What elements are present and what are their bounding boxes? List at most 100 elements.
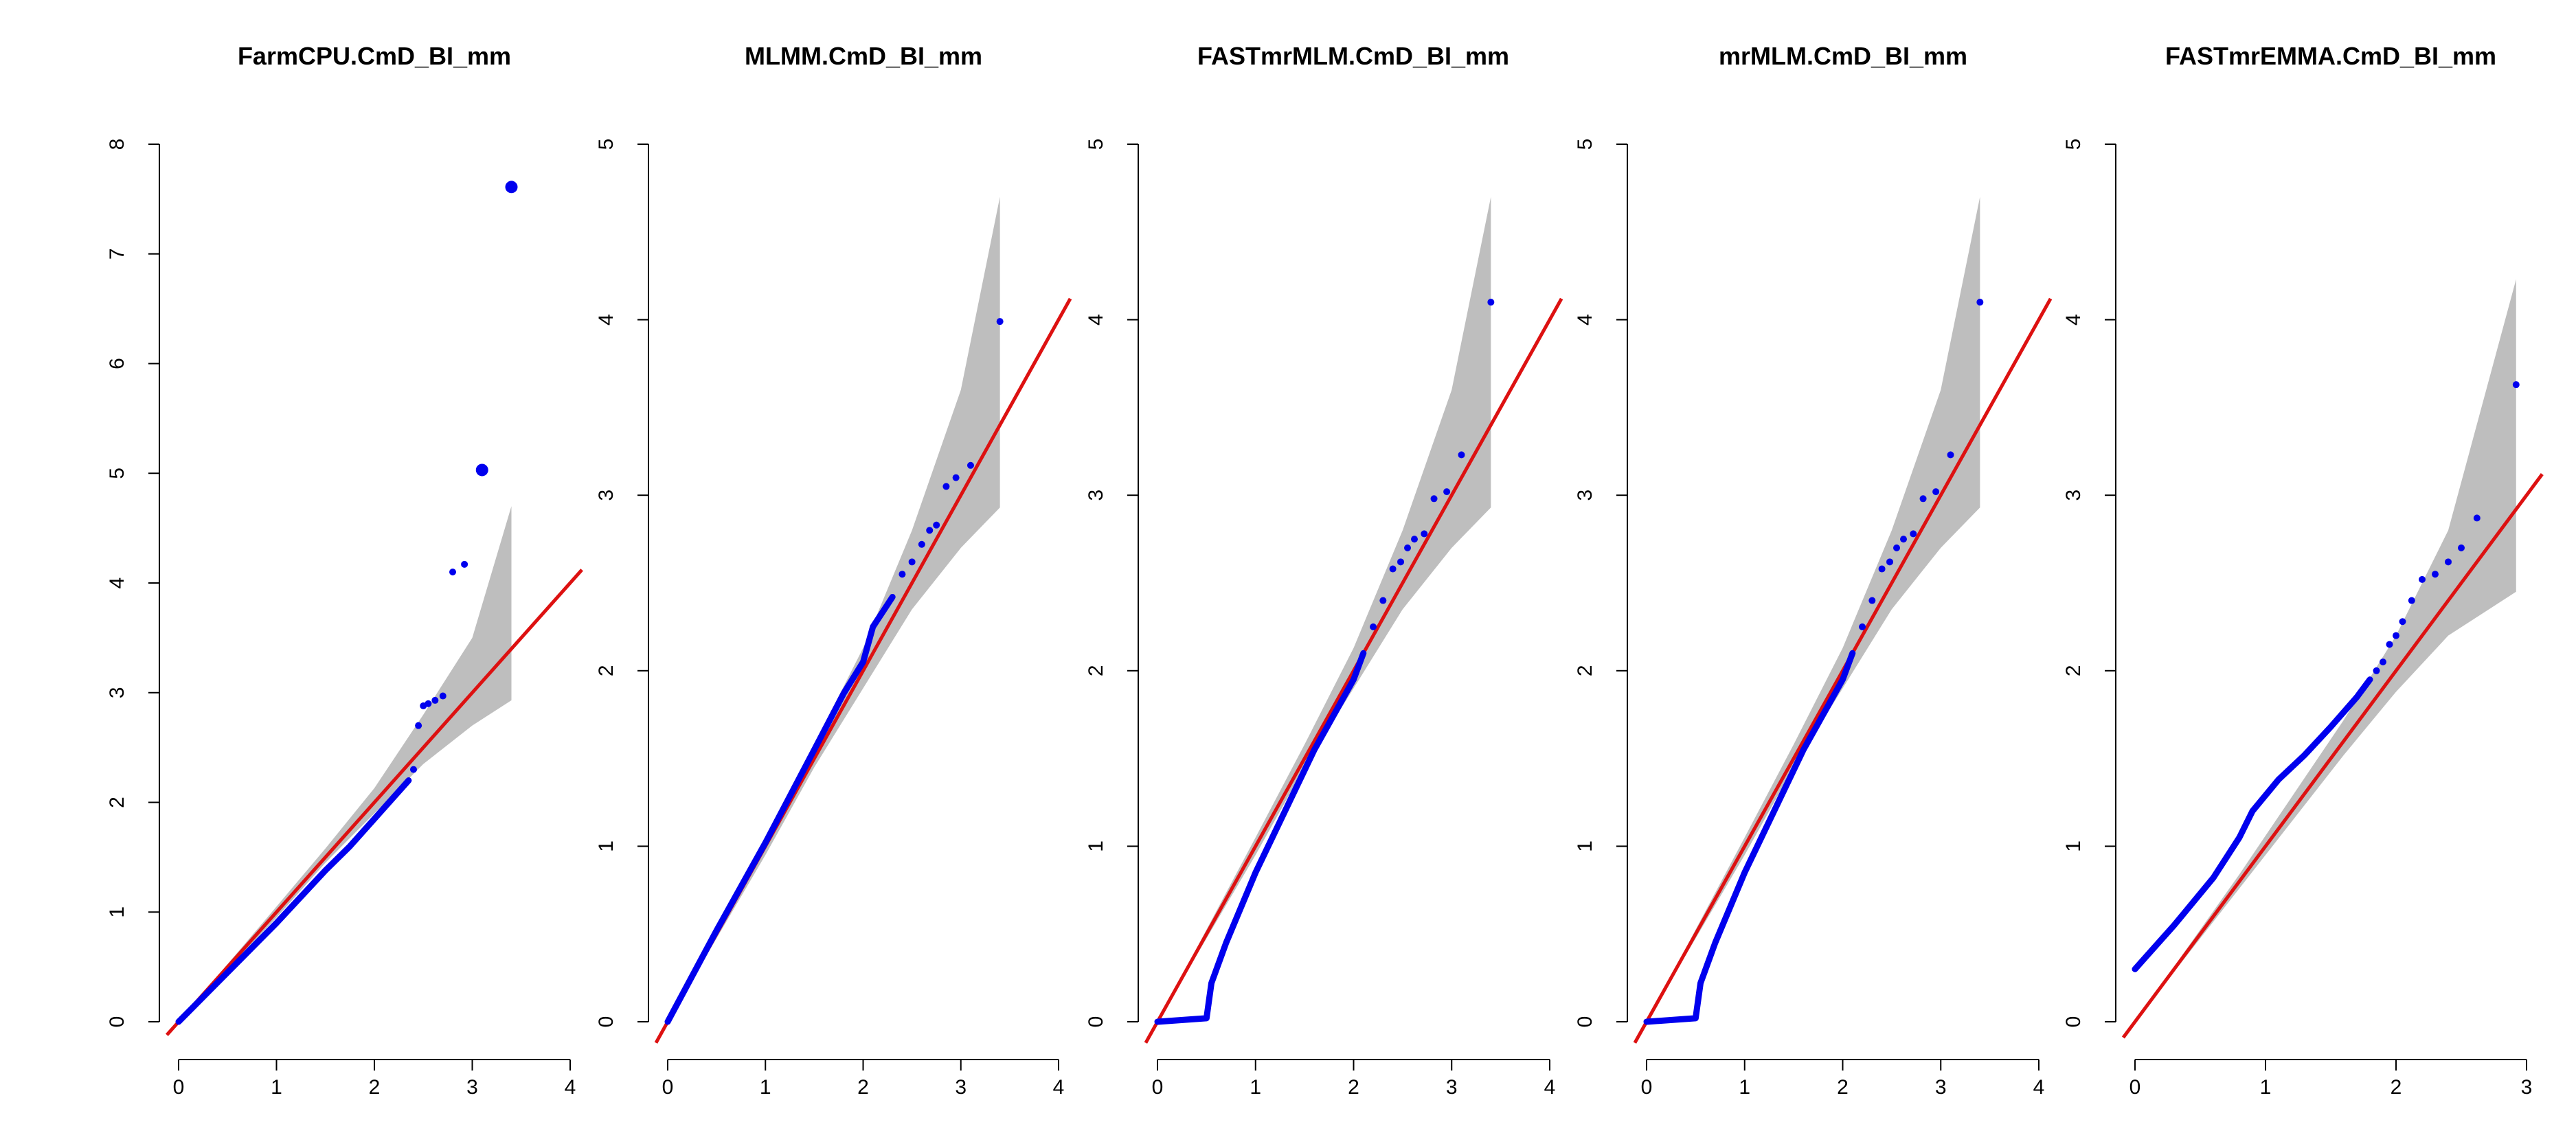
data-point [2432,571,2439,578]
qq-panel: MLMM.CmD_BI_mm 0 1 2 3 4 0 1 2 3 4 5 [595,42,1072,1099]
data-point [2393,632,2399,639]
data-point [1859,623,1866,630]
x-tick-label: 1 [271,1076,282,1099]
y-tick-label: 5 [595,139,618,150]
data-point [425,700,432,707]
x-tick-label: 0 [2129,1076,2141,1099]
observed-points-dense [1154,650,1367,1025]
data-point [449,569,456,576]
data-point [1411,536,1419,543]
qq-panel: mrMLM.CmD_BI_mm 0 1 2 3 4 0 1 2 3 4 5 [1574,42,2053,1099]
data-point [2380,659,2386,666]
y-tick-label: 3 [2062,490,2085,501]
data-point [1919,495,1927,503]
y-tick-label: 1 [1574,840,1596,852]
data-point [942,483,950,490]
data-point [1910,530,1917,538]
data-point [1397,558,1405,566]
y-tick-label: 3 [106,687,128,698]
y-tick-label: 3 [1085,490,1107,501]
x-tick-label: 4 [1544,1076,1556,1099]
significant-point [475,464,488,477]
panel-title: MLMM.CmD_BI_mm [745,42,982,70]
y-tick-label: 3 [1574,490,1596,501]
x-tick-label: 1 [1739,1076,1750,1099]
y-tick-label: 7 [106,248,128,260]
data-point [918,540,925,548]
data-point [1370,623,1377,630]
data-point [2473,514,2481,522]
y-tick-label: 8 [106,139,128,150]
x-tick-label: 3 [955,1076,967,1099]
data-point [2386,641,2393,648]
data-point [1900,536,1908,543]
y-tick-label: 1 [595,840,618,852]
y-tick-label: 2 [1085,665,1107,676]
x-tick-label: 1 [760,1076,771,1099]
qq-panel: FASTmrMLM.CmD_BI_mm 0 1 2 3 4 0 1 2 3 4 5 [1085,42,1563,1099]
data-point [899,571,906,578]
y-tick-label: 4 [1574,314,1596,325]
data-point [1868,597,1876,604]
y-tick-label: 5 [1574,139,1596,150]
data-point [461,560,468,568]
y-tick-label: 0 [595,1016,618,1028]
observed-points-dense [175,777,412,1025]
data-point [996,318,1004,325]
observed-points-dense [1643,650,1856,1025]
data-point [1389,565,1397,573]
x-tick-label: 4 [565,1076,576,1099]
observed-points-dense [2132,676,2373,972]
y-tick-label: 1 [2062,840,2085,852]
data-point [2399,618,2406,626]
confidence-band [1157,196,1491,1022]
x-tick-label: 4 [1053,1076,1065,1099]
x-tick-label: 3 [2521,1076,2533,1099]
data-point [1443,488,1451,496]
x-tick-label: 3 [466,1076,478,1099]
confidence-band [1647,196,1980,1022]
data-point [410,766,417,773]
x-tick-label: 0 [1641,1076,1653,1099]
y-tick-label: 0 [2062,1016,2085,1028]
data-point [439,692,447,700]
data-point [1404,544,1412,551]
y-tick-label: 5 [2062,139,2085,150]
observed-points-dense [664,593,896,1025]
x-tick-label: 4 [2033,1076,2045,1099]
data-point [952,474,960,481]
y-tick-label: 6 [106,358,128,369]
y-tick-label: 2 [106,797,128,808]
panel-title: FarmCPU.CmD_BI_mm [238,42,511,70]
y-tick-label: 2 [2062,665,2085,676]
y-tick-label: 4 [1085,314,1107,325]
data-point [1932,488,1940,496]
x-tick-label: 2 [857,1076,869,1099]
data-point [2408,597,2415,604]
data-point [2512,381,2520,389]
data-point [2445,558,2452,566]
data-point [415,722,422,729]
y-tick-label: 1 [106,906,128,918]
y-tick-label: 4 [2062,314,2085,325]
data-point [1379,597,1387,604]
y-tick-label: 4 [106,577,128,589]
y-tick-label: 2 [1574,665,1596,676]
reference-line [2121,473,2544,1039]
data-point [1886,558,1894,566]
panel-title: FASTmrMLM.CmD_BI_mm [1197,42,1509,70]
data-point [2419,575,2426,583]
x-tick-label: 1 [1250,1076,1261,1099]
panel-title: FASTmrEMMA.CmD_BI_mm [2165,42,2496,70]
y-tick-label: 0 [1574,1016,1596,1028]
qq-panel: FarmCPU.CmD_BI_mm 0 1 2 3 4 0 1 2 3 4 5 6 7 8 [106,42,583,1099]
data-point [967,461,974,469]
confidence-band [668,196,1000,1022]
y-tick-label: 0 [106,1016,128,1028]
y-tick-label: 4 [595,314,618,325]
data-point [1421,530,1428,538]
panel-title: mrMLM.CmD_BI_mm [1719,42,1967,70]
data-point [2458,544,2465,551]
data-point [1947,451,1954,459]
